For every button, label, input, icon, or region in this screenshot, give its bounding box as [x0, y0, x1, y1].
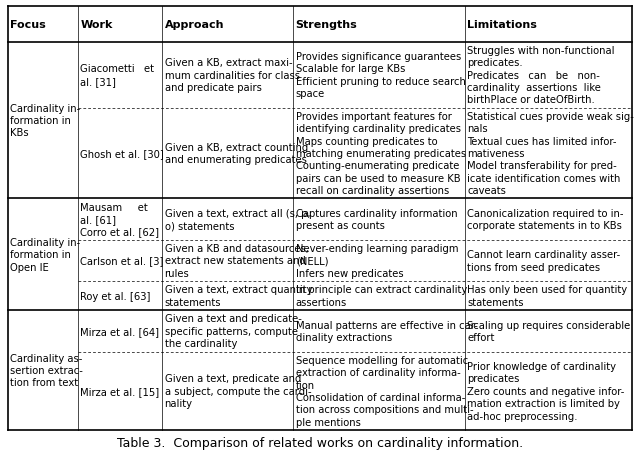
Text: Given a text, extract quantity
statements: Given a text, extract quantity statement… [164, 285, 312, 307]
Text: Sequence modelling for automatic
extraction of cardinality informa-
tion
Consoli: Sequence modelling for automatic extract… [296, 355, 474, 427]
Text: Approach: Approach [164, 20, 224, 30]
Text: Canonicalization required to in-
corporate statements in to KBs: Canonicalization required to in- corpora… [467, 208, 624, 231]
Text: Given a text and predicate-
specific patterns, compute
the cardinality: Given a text and predicate- specific pat… [164, 314, 301, 349]
Text: Giacometti   et
al. [31]: Giacometti et al. [31] [80, 64, 154, 86]
Text: Struggles with non-functional
predicates.
Predicates   can   be   non-
cardinali: Struggles with non-functional predicates… [467, 46, 615, 105]
Text: Strengths: Strengths [296, 20, 358, 30]
Text: In principle can extract cardinality
assertions: In principle can extract cardinality ass… [296, 285, 467, 307]
Text: Cannot learn cardinality asser-
tions from seed predicates: Cannot learn cardinality asser- tions fr… [467, 250, 621, 272]
Text: Manual patterns are effective in car-
dinality extractions: Manual patterns are effective in car- di… [296, 320, 477, 342]
Text: Carlson et al. [3]: Carlson et al. [3] [80, 256, 164, 266]
Text: Provides significance guarantees
Scalable for large KBs
Efficient pruning to red: Provides significance guarantees Scalabl… [296, 52, 465, 99]
Text: Cardinality in-
formation in
KBs: Cardinality in- formation in KBs [10, 103, 81, 138]
Text: Prior knowledge of cardinality
predicates
Zero counts and negative infor-
mation: Prior knowledge of cardinality predicate… [467, 361, 625, 420]
Text: Cardinality as-
sertion extrac-
tion from text: Cardinality as- sertion extrac- tion fro… [10, 353, 83, 388]
Text: Has only been used for quantity
statements: Has only been used for quantity statemen… [467, 285, 628, 307]
Text: Ghosh et al. [30]: Ghosh et al. [30] [80, 149, 164, 159]
Text: Given a KB, extract maxi-
mum cardinalities for class
and predicate pairs: Given a KB, extract maxi- mum cardinalit… [164, 58, 300, 93]
Text: Limitations: Limitations [467, 20, 538, 30]
Text: Work: Work [80, 20, 113, 30]
Text: Mausam     et
al. [61]
Corro et al. [62]: Mausam et al. [61] Corro et al. [62] [80, 202, 159, 237]
Text: Captures cardinality information
present as counts: Captures cardinality information present… [296, 208, 458, 231]
Text: Provides important features for
identifying cardinality predicates
Maps counting: Provides important features for identify… [296, 111, 466, 196]
Text: Statistical cues provide weak sig-
nals
Textual cues has limited infor-
mativene: Statistical cues provide weak sig- nals … [467, 111, 634, 196]
Text: Mirza et al. [64]: Mirza et al. [64] [80, 326, 159, 336]
Text: Never-ending learning paradigm
(NELL)
Infers new predicates: Never-ending learning paradigm (NELL) In… [296, 243, 458, 278]
Text: Given a KB, extract counting
and enumerating predicates: Given a KB, extract counting and enumera… [164, 142, 308, 165]
Text: Roy et al. [63]: Roy et al. [63] [80, 291, 150, 301]
Text: Given a text, extract all (s, p,
o) statements: Given a text, extract all (s, p, o) stat… [164, 208, 310, 231]
Text: Cardinality in-
formation in
Open IE: Cardinality in- formation in Open IE [10, 238, 81, 272]
Text: Given a KB and datasources,
extract new statements and
rules: Given a KB and datasources, extract new … [164, 243, 308, 278]
Text: Given a text, predicate and
a subject, compute the cardi-
nality: Given a text, predicate and a subject, c… [164, 374, 311, 408]
Text: Mirza et al. [15]: Mirza et al. [15] [80, 386, 159, 396]
Text: Focus: Focus [10, 20, 46, 30]
Text: Table 3.  Comparison of related works on cardinality information.: Table 3. Comparison of related works on … [117, 436, 523, 449]
Text: Scaling up requires considerable
effort: Scaling up requires considerable effort [467, 320, 631, 342]
